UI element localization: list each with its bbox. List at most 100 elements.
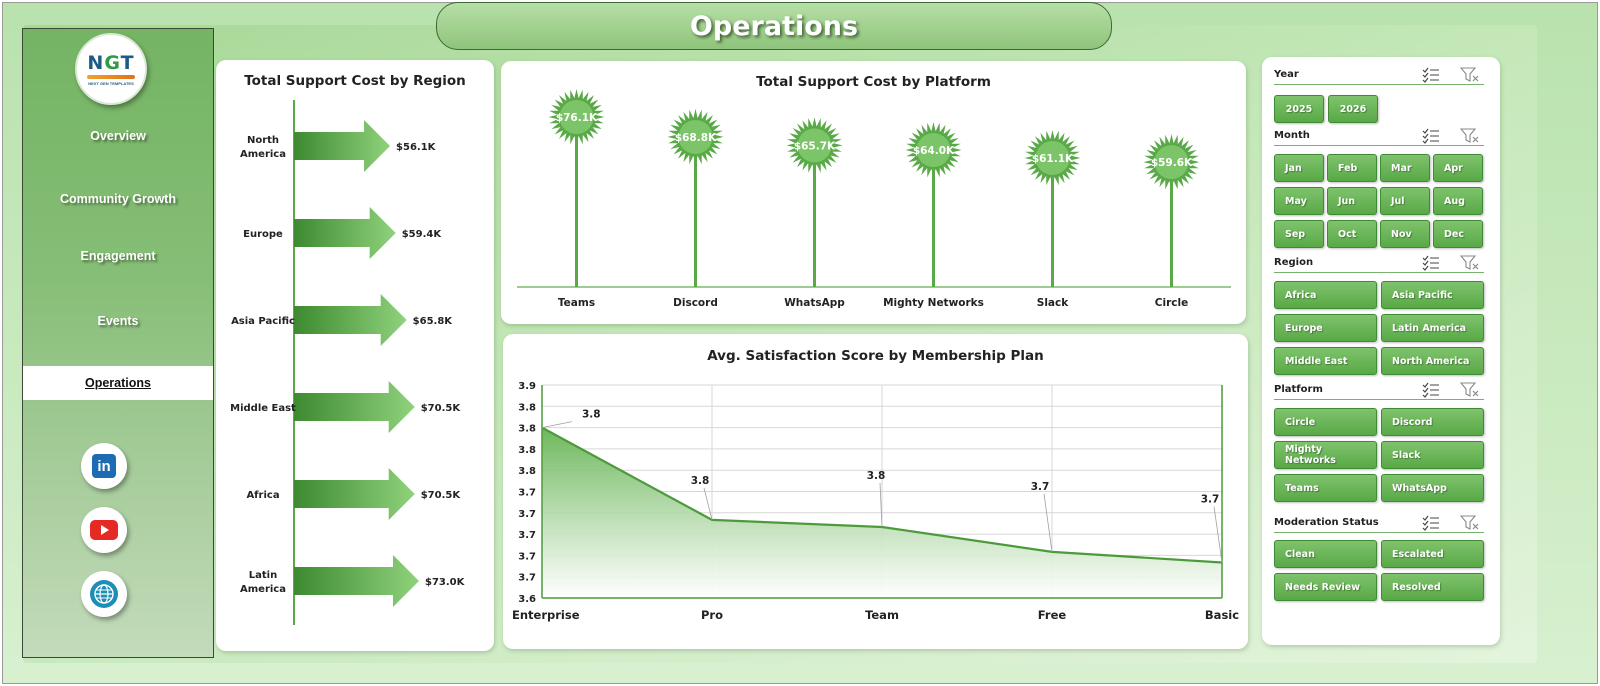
- platform-value-label: $68.8K: [675, 132, 717, 144]
- satisfaction-x-label: Pro: [701, 608, 723, 622]
- chip-platform-slack[interactable]: Slack: [1381, 441, 1484, 469]
- chip-platform-discord[interactable]: Discord: [1381, 408, 1484, 436]
- platform-category-label: Teams: [558, 297, 595, 309]
- satisfaction-data-label: 3.8: [867, 470, 886, 482]
- platform-chart: $76.1K Teams $68.8K Discord $65.7K WhatsApp $6…: [517, 89, 1231, 309]
- satisfaction-leader: [1213, 506, 1223, 563]
- satisfaction-y-tick: 3.8: [518, 402, 536, 413]
- platform-category-label: Mighty Networks: [883, 297, 984, 309]
- chip-region-asia-pacific[interactable]: Asia Pacific: [1381, 281, 1484, 309]
- clear-filter-icon[interactable]: [1460, 67, 1480, 83]
- region-bar: [294, 555, 419, 607]
- clear-filter-icon[interactable]: [1460, 382, 1480, 398]
- region-category-label: Africa: [246, 490, 279, 501]
- region-chart-card: Total Support Cost by Region North Americ…: [216, 60, 494, 651]
- chip-status-resolved[interactable]: Resolved: [1381, 573, 1484, 601]
- multi-select-icon[interactable]: [1422, 128, 1440, 144]
- satisfaction-x-label: Free: [1038, 608, 1067, 622]
- platform-chart-title: Total Support Cost by Platform: [756, 74, 991, 90]
- chip-month-nov[interactable]: Nov: [1380, 220, 1430, 248]
- clear-filter-icon[interactable]: [1460, 255, 1480, 271]
- slicer-platform-title: Platform: [1274, 384, 1323, 395]
- youtube-icon: [90, 520, 118, 540]
- multi-select-icon[interactable]: [1422, 515, 1440, 531]
- nav-engagement[interactable]: Engagement: [80, 249, 156, 263]
- chip-month-oct[interactable]: Oct: [1327, 220, 1377, 248]
- nav-events[interactable]: Events: [97, 314, 139, 328]
- chip-region-europe[interactable]: Europe: [1274, 314, 1377, 342]
- chip-month-sep[interactable]: Sep: [1274, 220, 1324, 248]
- chip-region-latin-america[interactable]: Latin America: [1381, 314, 1484, 342]
- chip-platform-mighty-networks[interactable]: Mighty Networks: [1274, 441, 1377, 469]
- chip-month-feb[interactable]: Feb: [1327, 154, 1377, 182]
- chip-region-north-america[interactable]: North America: [1381, 347, 1484, 375]
- nav-community-growth[interactable]: Community Growth: [60, 192, 176, 206]
- region-bar: [294, 207, 396, 259]
- chip-region-africa[interactable]: Africa: [1274, 281, 1377, 309]
- slicer-month: Month Jan Feb Mar Apr May Jun Jul Aug Se…: [1274, 126, 1484, 248]
- slicer-month-title: Month: [1274, 130, 1310, 141]
- satisfaction-x-label: Enterprise: [512, 608, 580, 622]
- platform-head-core: [797, 128, 832, 163]
- satisfaction-y-tick: 3.7: [518, 573, 536, 584]
- satisfaction-x-label: Basic: [1205, 608, 1239, 622]
- page-title: Operations: [689, 10, 859, 42]
- chip-status-needs-review[interactable]: Needs Review: [1274, 573, 1377, 601]
- clear-filter-icon[interactable]: [1460, 128, 1480, 144]
- multi-select-icon[interactable]: [1422, 382, 1440, 398]
- slicer-platform: Platform Circle Discord Mighty Networks …: [1274, 380, 1484, 502]
- chip-status-escalated[interactable]: Escalated: [1381, 540, 1484, 568]
- clear-filter-icon[interactable]: [1460, 515, 1480, 531]
- chip-month-apr[interactable]: Apr: [1433, 154, 1483, 182]
- platform-category-label: Discord: [673, 297, 718, 309]
- nav-operations[interactable]: Operations: [23, 366, 213, 400]
- satisfaction-y-tick: 3.8: [518, 424, 536, 435]
- satisfaction-leader: [879, 482, 883, 528]
- nav-overview[interactable]: Overview: [90, 129, 146, 143]
- chip-month-jun[interactable]: Jun: [1327, 187, 1377, 215]
- ngt-logo: NGT NEXT GEN TEMPLATES: [75, 33, 147, 105]
- region-bar: [294, 468, 415, 520]
- platform-category-label: Circle: [1155, 297, 1188, 309]
- chip-month-aug[interactable]: Aug: [1433, 187, 1483, 215]
- region-category-label: Asia Pacific: [231, 316, 295, 327]
- satisfaction-chart-title: Avg. Satisfaction Score by Membership Pl…: [707, 348, 1044, 364]
- region-value-label: $56.1K: [396, 142, 437, 153]
- chip-platform-teams[interactable]: Teams: [1274, 474, 1377, 502]
- platform-value-label: $61.1K: [1032, 153, 1074, 165]
- chip-platform-circle[interactable]: Circle: [1274, 408, 1377, 436]
- chip-year-2026[interactable]: 2026: [1328, 95, 1378, 123]
- chip-month-jan[interactable]: Jan: [1274, 154, 1324, 182]
- chip-status-clean[interactable]: Clean: [1274, 540, 1377, 568]
- website-button[interactable]: [81, 571, 127, 617]
- multi-select-icon[interactable]: [1422, 255, 1440, 271]
- chip-month-may[interactable]: May: [1274, 187, 1324, 215]
- satisfaction-y-tick: 3.9: [518, 381, 536, 392]
- chip-month-jul[interactable]: Jul: [1380, 187, 1430, 215]
- chip-month-dec[interactable]: Dec: [1433, 220, 1483, 248]
- satisfaction-chart-card: Avg. Satisfaction Score by Membership Pl…: [503, 334, 1248, 649]
- linkedin-button[interactable]: in: [81, 443, 127, 489]
- platform-value-label: $64.0K: [913, 145, 955, 157]
- region-value-label: $70.5K: [421, 403, 462, 414]
- chip-year-2025[interactable]: 2025: [1274, 95, 1324, 123]
- chip-platform-whatsapp[interactable]: WhatsApp: [1381, 474, 1484, 502]
- chip-region-middle-east[interactable]: Middle East: [1274, 347, 1377, 375]
- slicer-year-title: Year: [1274, 69, 1299, 80]
- satisfaction-leader: [541, 421, 573, 428]
- region-bar: [294, 381, 415, 433]
- platform-head-core: [678, 119, 713, 154]
- region-category-label: Middle East: [230, 403, 296, 414]
- youtube-button[interactable]: [81, 507, 127, 553]
- platform-value-label: $65.7K: [794, 140, 836, 152]
- multi-select-icon[interactable]: [1422, 67, 1440, 83]
- slicer-region: Region Africa Asia Pacific Europe Latin …: [1274, 253, 1484, 375]
- satisfaction-y-tick: 3.7: [518, 509, 536, 520]
- sidebar: NGT NEXT GEN TEMPLATES Overview Communit…: [22, 28, 214, 658]
- region-category-label: Europe: [243, 229, 283, 240]
- slicer-moderation-status: Moderation Status Clean Escalated Needs …: [1274, 513, 1484, 601]
- satisfaction-leader: [703, 487, 713, 520]
- region-bar: [294, 120, 391, 172]
- region-bar: [294, 294, 407, 346]
- chip-month-mar[interactable]: Mar: [1380, 154, 1430, 182]
